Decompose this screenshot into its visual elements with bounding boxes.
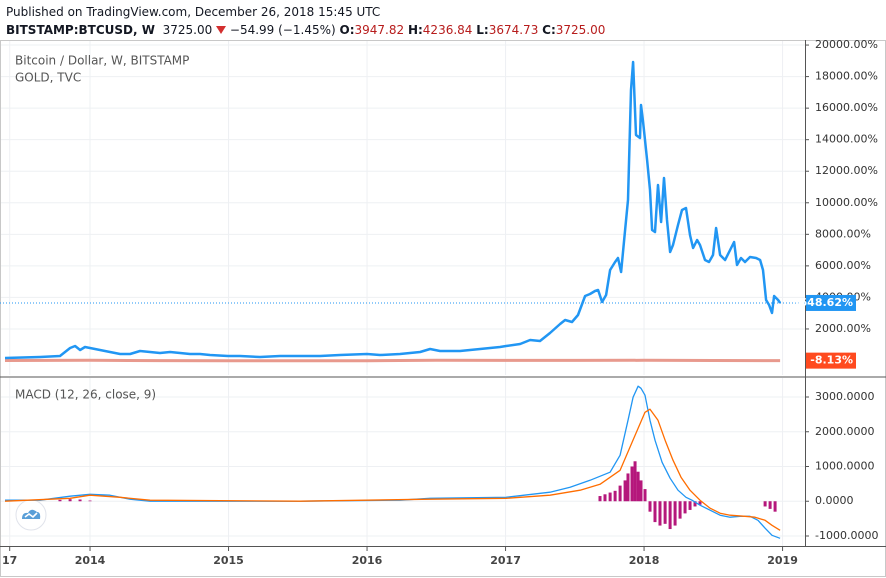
histogram-bar (773, 501, 777, 512)
histogram-bar (768, 501, 772, 509)
histogram-bar (683, 501, 687, 514)
y-tick-label: 0.0000 (815, 494, 854, 507)
histogram-bar (678, 501, 682, 519)
x-tick-label: 2017 (490, 554, 521, 567)
last-value-badge (806, 352, 856, 369)
y-tick-label: 2000.00% (815, 322, 871, 335)
histogram-bar (639, 480, 643, 502)
open-label: O: (339, 23, 355, 37)
histogram-bar (633, 461, 637, 502)
y-tick-label: 18000.00% (815, 70, 878, 83)
histogram-bar (78, 499, 82, 502)
series-line (5, 385, 781, 539)
y-tick-label: 8000.00% (815, 227, 871, 240)
histogram-bar (636, 471, 640, 502)
last-value-label: 3648.62% (792, 296, 853, 309)
legend-btc: Bitcoin / Dollar, W, BITSTAMP (15, 54, 189, 68)
high-label: H: (407, 23, 423, 37)
x-tick-label: 2018 (629, 554, 660, 567)
histogram-bar (626, 473, 630, 502)
last-value-badge (806, 294, 856, 311)
y-tick-label: 12000.00% (815, 164, 878, 177)
x-tick-label: 17 (2, 554, 17, 567)
histogram-bar (613, 490, 617, 502)
y-tick-label: 20000.00% (815, 38, 878, 51)
low: 3674.73 (488, 23, 539, 37)
histogram-bar (658, 501, 662, 526)
x-tick-label: 2016 (352, 554, 383, 567)
histogram-bar (603, 494, 607, 502)
histogram-bar (648, 501, 652, 512)
logo[interactable] (15, 499, 47, 531)
histogram-bar (668, 501, 672, 530)
series-line (4, 358, 781, 363)
y-tick-label: 14000.00% (815, 133, 878, 146)
y-tick-label: 1000.0000 (815, 459, 875, 472)
y-tick-label: 3000.0000 (815, 390, 875, 403)
high: 4236.84 (422, 23, 473, 37)
series-line (4, 60, 782, 360)
y-tick-label: 16000.00% (815, 101, 878, 114)
header: Published on TradingView.com, December 2… (6, 3, 605, 39)
down-arrow (216, 26, 227, 34)
y-tick-label: 2000.0000 (815, 425, 875, 438)
histogram-bar (663, 501, 667, 524)
close-label: C: (542, 23, 556, 37)
histogram-bar (68, 499, 72, 502)
histogram-bar (673, 501, 677, 526)
histogram-bar (698, 501, 702, 505)
last-price: 3725.00 (162, 23, 213, 37)
series-line (4, 408, 781, 531)
open: 3947.82 (354, 23, 405, 37)
symbol: BITSTAMP:BTCUSD, W (6, 23, 155, 37)
low-label: L: (476, 23, 489, 37)
published: Published on TradingView.com, December 2… (6, 5, 381, 19)
histogram-bar (688, 501, 692, 510)
close: 3725.00 (555, 23, 606, 37)
histogram-bar (653, 501, 657, 523)
x-tick-label: 2019 (767, 554, 798, 567)
histogram-bar (643, 489, 647, 502)
macd-title: MACD (12, 26, close, 9) (15, 388, 156, 402)
frame (0, 40, 886, 577)
histogram-bar (623, 480, 627, 502)
last-value-label: -8.13% (810, 354, 853, 367)
grid (0, 40, 805, 546)
histogram-bar (630, 466, 634, 502)
histogram-bar (618, 485, 622, 502)
histogram-bar (598, 496, 602, 502)
y-tick-label: -1000.0000 (815, 529, 878, 542)
histogram-bar (693, 501, 697, 507)
histogram-bar (58, 499, 62, 502)
ticker-line: BITSTAMP:BTCUSD, W 3725.00 −54.99 (−1.45… (6, 21, 605, 39)
logo-line[interactable] (24, 512, 38, 519)
y-tick-label: 6000.00% (815, 259, 871, 272)
histogram-bar (88, 500, 92, 502)
legend-gold: GOLD, TVC (15, 71, 81, 85)
x-tick-label: 2015 (213, 554, 244, 567)
y-tick-label: 10000.00% (815, 196, 878, 209)
histogram-bar (608, 492, 612, 502)
change: −54.99 (−1.45%) (229, 23, 336, 37)
x-tick-label: 2014 (75, 554, 106, 567)
histogram-bar (763, 501, 767, 507)
